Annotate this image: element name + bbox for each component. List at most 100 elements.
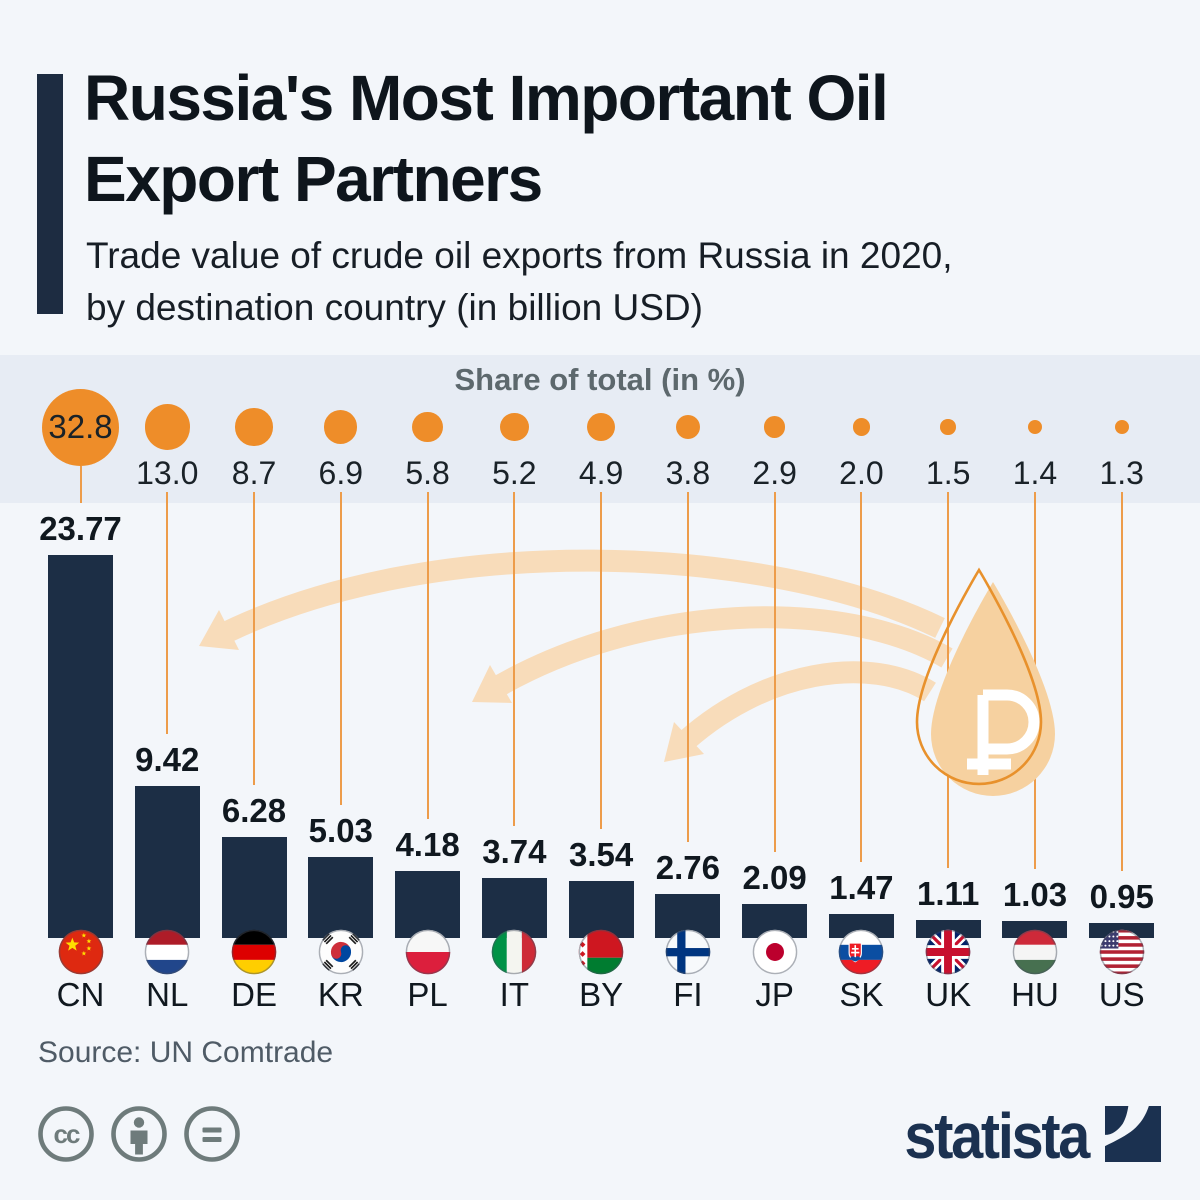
share-value-label: 2.9 bbox=[752, 455, 797, 491]
bar bbox=[828, 914, 894, 938]
country-code-label: NL bbox=[146, 976, 189, 1013]
flow-arrowhead-2 bbox=[472, 665, 512, 703]
person-glyph bbox=[130, 1117, 148, 1155]
country-code-label: DE bbox=[231, 976, 277, 1013]
flag-icon-jp bbox=[752, 929, 798, 975]
connector-line bbox=[600, 492, 603, 829]
country-code-label: IT bbox=[499, 976, 529, 1013]
flow-arrowhead-3 bbox=[664, 722, 704, 762]
share-value-label: 5.8 bbox=[405, 455, 450, 491]
share-value-label: 5.2 bbox=[492, 455, 537, 491]
bar-value-label: 1.11 bbox=[916, 875, 980, 913]
flag-icon-sk bbox=[838, 929, 884, 975]
flag-icon-hu bbox=[1012, 929, 1058, 975]
flag-icon-us bbox=[1099, 929, 1145, 975]
country-code-label: CN bbox=[56, 976, 105, 1013]
bar-value-label: 0.95 bbox=[1089, 877, 1154, 915]
share-value-label: 2.0 bbox=[839, 455, 884, 491]
statista-logo-wordmark[interactable]: statista bbox=[904, 1100, 1090, 1172]
share-value-label: 1.4 bbox=[1012, 455, 1058, 491]
share-bubble bbox=[235, 408, 273, 446]
share-bubble bbox=[940, 419, 956, 435]
share-value-label: 3.8 bbox=[665, 455, 711, 491]
flag-icon-fi bbox=[665, 929, 711, 975]
statista-logo-icon[interactable] bbox=[1104, 1106, 1162, 1162]
source-note: Source: UN Comtrade bbox=[38, 1036, 334, 1069]
page-title: Russia's Most Important Oil Export Partne… bbox=[84, 58, 1164, 220]
share-value-label: 1.5 bbox=[925, 455, 971, 491]
connector-line bbox=[1120, 492, 1123, 871]
flag-icon-pl bbox=[405, 929, 451, 975]
bar-value-label: 2.76 bbox=[655, 848, 720, 886]
bar-value-label: 9.42 bbox=[135, 741, 200, 779]
equals-glyph bbox=[202, 1127, 222, 1142]
country-code-label: KR bbox=[317, 976, 364, 1013]
share-value-label: 13.0 bbox=[136, 455, 199, 491]
oil-drop-fill bbox=[931, 582, 1055, 796]
country-code-label: PL bbox=[407, 976, 448, 1013]
country-code-label: US bbox=[1098, 976, 1145, 1013]
bar bbox=[568, 881, 634, 938]
share-bubble bbox=[1027, 419, 1043, 435]
bar-value-label: 1.03 bbox=[1002, 876, 1068, 914]
title-line-1: Russia's Most Important Oil bbox=[84, 62, 889, 134]
connector-line bbox=[513, 492, 516, 826]
bar-value-label: 2.09 bbox=[742, 859, 807, 897]
share-value-label: 8.7 bbox=[231, 455, 277, 491]
share-bubble bbox=[587, 413, 616, 441]
bar-value-label: 23.77 bbox=[39, 510, 122, 548]
bar-value-label: 5.03 bbox=[308, 812, 373, 850]
share-bubble bbox=[412, 411, 443, 443]
connector-line bbox=[860, 492, 863, 863]
country-code-label: HU bbox=[1011, 976, 1059, 1013]
subtitle: Trade value of crude oil exports from Ru… bbox=[86, 230, 1146, 334]
title-accent-bar bbox=[37, 74, 63, 314]
bar bbox=[48, 555, 113, 938]
cc-glyph: cc bbox=[54, 1119, 80, 1149]
cc-by-person-icon[interactable] bbox=[111, 1106, 167, 1162]
share-value-label: 1.3 bbox=[1099, 455, 1144, 491]
flag-icon-nl bbox=[144, 929, 190, 975]
cc-license-icons[interactable]: cc bbox=[36, 1106, 266, 1166]
share-bubble-with-value: 32.8 bbox=[42, 388, 119, 466]
cc-nd-equals-icon[interactable] bbox=[184, 1106, 240, 1162]
oil-drop-icon bbox=[915, 567, 1055, 796]
bar bbox=[308, 857, 374, 938]
connector-line bbox=[339, 492, 342, 806]
flag-icon-kr bbox=[318, 929, 364, 975]
subtitle-line-2: by destination country (in billion USD) bbox=[86, 287, 703, 328]
bar bbox=[481, 877, 547, 938]
connector-line bbox=[253, 492, 256, 785]
ruble-sign-icon bbox=[967, 689, 1040, 775]
share-bubble bbox=[763, 416, 786, 438]
share-bubble bbox=[324, 410, 358, 444]
share-bubble bbox=[144, 404, 190, 450]
share-bubble bbox=[852, 418, 871, 436]
flow-arrow-1 bbox=[209, 549, 945, 648]
subtitle-line-1: Trade value of crude oil exports from Ru… bbox=[86, 235, 953, 276]
flag-icon-cn bbox=[58, 929, 104, 975]
connector-line bbox=[166, 492, 169, 735]
flag-icon-it bbox=[491, 929, 537, 975]
share-bubble bbox=[1114, 419, 1129, 435]
bar-value-label: 3.54 bbox=[568, 836, 634, 873]
share-band-title: Share of total (in %) bbox=[454, 362, 746, 397]
bar bbox=[221, 836, 287, 938]
connector-line bbox=[686, 492, 689, 842]
country-code-label: SK bbox=[839, 976, 884, 1013]
flow-arrowhead-1 bbox=[199, 610, 239, 650]
bar bbox=[395, 870, 461, 938]
flag-icon-uk bbox=[925, 929, 971, 975]
flag-icon-de bbox=[231, 929, 277, 975]
bar bbox=[915, 920, 981, 938]
connector-line bbox=[773, 492, 776, 853]
title-line-2: Export Partners bbox=[84, 143, 543, 215]
bar bbox=[1002, 921, 1068, 938]
flag-icon-by bbox=[578, 929, 624, 975]
connector-line bbox=[426, 492, 429, 819]
cc-icon[interactable] bbox=[38, 1106, 94, 1162]
flow-arrow-2 bbox=[481, 606, 953, 703]
country-code-label: UK bbox=[925, 976, 972, 1013]
country-code-label: FI bbox=[673, 976, 703, 1013]
